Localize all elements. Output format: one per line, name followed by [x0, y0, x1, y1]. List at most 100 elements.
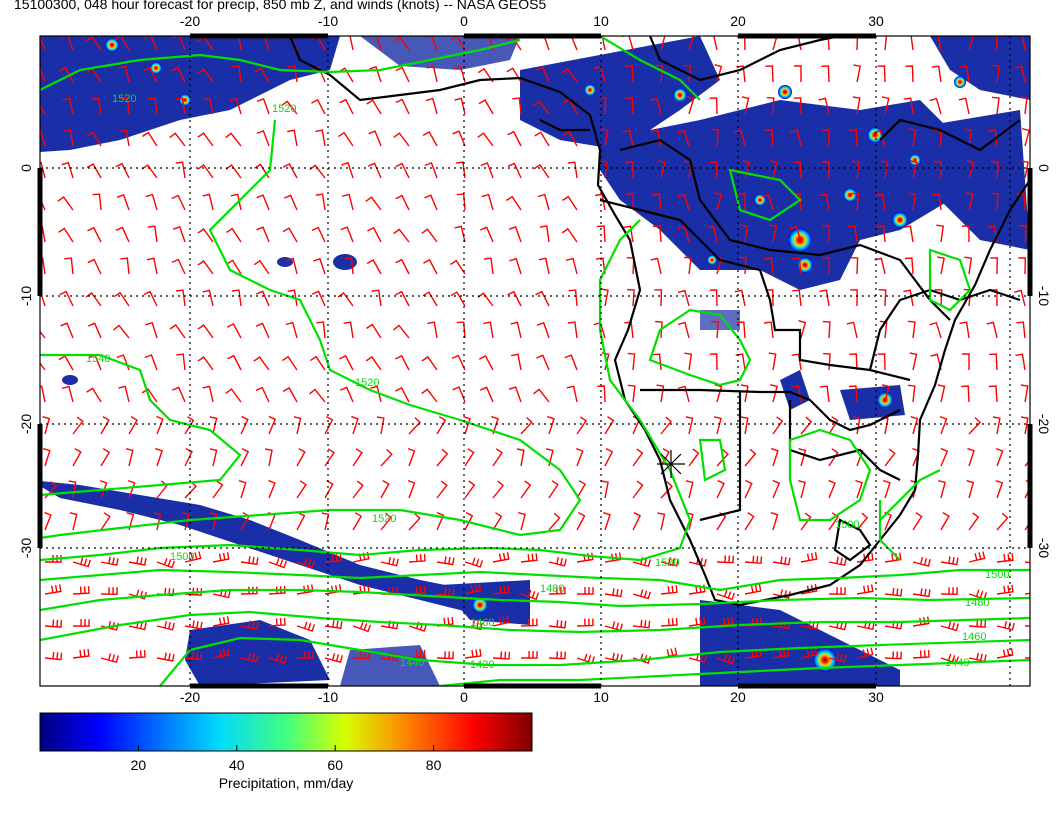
wind-barb: [910, 160, 918, 179]
wind-barb: [238, 36, 242, 51]
wind-barb: [798, 320, 807, 339]
wind-barb: [395, 66, 410, 83]
wind-barb: [226, 322, 242, 339]
contour-label: 1520: [372, 513, 396, 525]
wind-barb: [212, 480, 224, 499]
wind-barb: [324, 653, 343, 663]
wind-barb: [100, 448, 111, 467]
wind-barb: [40, 257, 46, 275]
wind-barb: [86, 163, 102, 179]
wind-barb: [677, 193, 690, 211]
wind-barb: [478, 354, 494, 371]
wind-barb: [850, 289, 858, 307]
wind-barb: [657, 160, 666, 179]
wind-barb: [716, 653, 736, 665]
wind-barb: [296, 511, 306, 531]
wind-barb: [604, 588, 623, 598]
contour-label: 1440: [400, 657, 424, 669]
wind-barb: [171, 258, 186, 275]
wind-barb: [520, 589, 540, 601]
contour-label: 1520: [355, 377, 379, 389]
wind-barb: [655, 320, 663, 339]
wind-barb: [100, 415, 110, 435]
wind-barb: [740, 416, 749, 435]
wind-barb: [287, 129, 298, 147]
wind-barb: [576, 511, 586, 531]
wind-barb: [856, 647, 874, 659]
wind-barb: [240, 652, 259, 663]
wind-barb: [656, 384, 665, 403]
wind-barb: [686, 96, 695, 115]
wind-barb: [823, 352, 831, 371]
wind-barb: [309, 355, 326, 371]
wind-barb: [352, 651, 370, 660]
wind-barb: [1021, 36, 1026, 51]
wind-barb: [789, 225, 802, 243]
wind-barb: [100, 587, 118, 596]
wind-barb: [996, 584, 1014, 595]
wind-barb: [479, 386, 494, 403]
wind-barb: [426, 65, 438, 83]
wind-barb: [141, 387, 158, 403]
wind-barb: [770, 447, 779, 467]
lat-tick: -10: [1036, 286, 1052, 306]
lon-tick: 10: [593, 689, 609, 705]
wind-barb: [311, 98, 326, 115]
wind-barb: [539, 225, 550, 243]
wind-barb: [282, 227, 298, 243]
wind-barb: [684, 256, 692, 275]
wind-barb: [791, 353, 802, 371]
wind-barb: [678, 385, 690, 403]
wind-barb: [395, 354, 410, 371]
wind-barb: [657, 512, 666, 531]
wind-barb: [709, 353, 718, 371]
wind-barb: [652, 193, 662, 211]
wind-barb: [535, 66, 550, 83]
wind-barb: [282, 162, 298, 179]
wind-barb: [477, 67, 494, 83]
wind-barb: [380, 556, 399, 567]
wind-barb: [342, 36, 354, 51]
wind-barb: [172, 386, 186, 403]
wind-barb: [352, 621, 372, 633]
wind-barb: [516, 448, 525, 467]
wind-barb: [819, 289, 830, 307]
wind-barb: [655, 64, 664, 83]
wind-barb: [908, 128, 917, 147]
wind-barb: [792, 289, 802, 307]
wind-barb: [483, 321, 494, 339]
wind-barb: [344, 257, 354, 275]
wind-barb: [464, 511, 474, 531]
wind-barb: [146, 257, 158, 275]
wind-barb: [677, 225, 690, 243]
wind-barb: [600, 128, 609, 147]
wind-barb: [44, 511, 52, 531]
wind-barb: [856, 584, 874, 595]
wind-barb: [60, 322, 74, 339]
wind-barb: [342, 193, 354, 211]
wind-barb: [395, 98, 410, 115]
wind-barb: [113, 291, 130, 307]
wind-barb: [197, 324, 214, 339]
wind-barb: [632, 619, 651, 629]
lat-ticks-left: 0 -10 -20 -30: [18, 164, 34, 558]
wind-barb: [912, 649, 930, 659]
wind-barb: [44, 584, 62, 595]
wind-barb: [714, 416, 722, 435]
wind-barb: [366, 323, 382, 339]
wind-barb: [910, 416, 919, 435]
wind-barb: [991, 96, 1000, 115]
wind-barb: [1020, 416, 1029, 435]
wind-barb: [604, 652, 623, 663]
wind-barb: [533, 163, 550, 179]
wind-barb: [197, 260, 214, 275]
wind-barb: [1019, 96, 1028, 115]
wind-barb: [369, 36, 382, 51]
wind-barb: [660, 557, 679, 567]
wind-barb: [621, 36, 634, 51]
contour-label: 1420: [470, 659, 494, 671]
wind-barb: [253, 259, 270, 275]
wind-barb: [627, 384, 636, 403]
wind-barb: [254, 163, 270, 179]
wind-barb: [507, 162, 522, 179]
